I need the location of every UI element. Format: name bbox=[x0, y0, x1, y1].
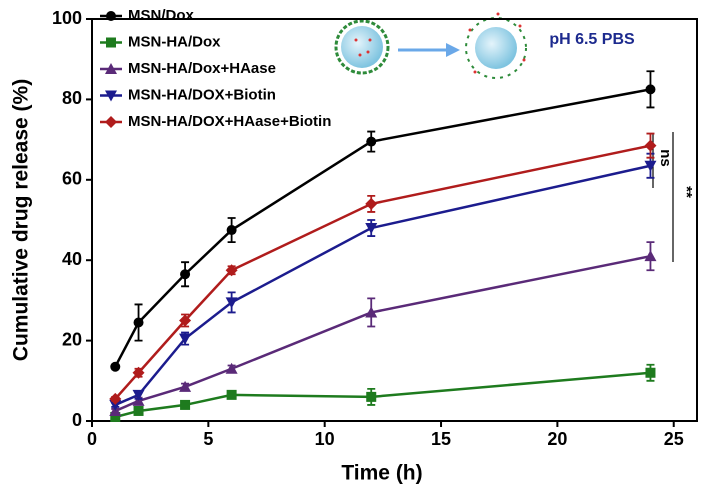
series-line bbox=[114, 371, 651, 419]
marker bbox=[226, 389, 237, 400]
y-axis-label: Cumulative drug release (%) bbox=[10, 79, 33, 361]
x-tick-label: 5 bbox=[203, 429, 213, 449]
marker bbox=[110, 411, 121, 422]
y-tick-label: 20 bbox=[62, 329, 82, 349]
marker bbox=[225, 362, 238, 374]
legend-marker bbox=[105, 90, 117, 102]
y-tick-label: 80 bbox=[62, 88, 82, 108]
y-tick-label: 0 bbox=[72, 410, 82, 430]
marker bbox=[179, 333, 192, 345]
x-tick-label: 0 bbox=[87, 429, 97, 449]
marker bbox=[180, 269, 191, 280]
marker bbox=[644, 250, 657, 262]
marker bbox=[109, 399, 122, 411]
x-tick-label: 20 bbox=[547, 429, 567, 449]
marker bbox=[644, 160, 657, 172]
marker bbox=[179, 314, 192, 327]
legend-marker bbox=[105, 63, 117, 74]
legend-marker bbox=[106, 11, 116, 21]
significance-label: ns bbox=[657, 149, 674, 167]
legend-marker bbox=[105, 116, 117, 128]
marker bbox=[644, 139, 657, 152]
significance-label: ** bbox=[678, 186, 695, 198]
marker bbox=[366, 136, 377, 147]
legend-label: MSN-HA/Dox bbox=[128, 33, 221, 50]
series-line bbox=[114, 164, 651, 407]
legend-label: MSN/Dox bbox=[128, 7, 194, 24]
legend-label: MSN-HA/Dox+HAase bbox=[128, 60, 276, 77]
y-tick-label: 40 bbox=[62, 249, 82, 269]
y-tick-label: 60 bbox=[62, 169, 82, 189]
x-tick-label: 25 bbox=[664, 429, 684, 449]
series-line bbox=[114, 254, 651, 413]
annotation: pH 6.5 PBS bbox=[549, 31, 635, 48]
marker bbox=[225, 264, 238, 277]
marker bbox=[132, 366, 145, 379]
marker bbox=[645, 84, 656, 95]
marker bbox=[226, 225, 237, 236]
marker bbox=[645, 367, 656, 378]
marker bbox=[225, 297, 238, 309]
marker bbox=[133, 405, 144, 416]
marker bbox=[365, 197, 378, 210]
plot-frame bbox=[91, 18, 698, 422]
x-tick-label: 10 bbox=[315, 429, 335, 449]
marker bbox=[365, 306, 378, 318]
marker bbox=[109, 392, 122, 405]
x-tick-label: 15 bbox=[431, 429, 451, 449]
marker bbox=[132, 389, 145, 401]
marker bbox=[366, 391, 377, 402]
marker bbox=[133, 317, 144, 328]
legend-label: MSN-HA/DOX+HAase+Biotin bbox=[128, 113, 331, 130]
marker bbox=[179, 380, 192, 392]
series-line bbox=[114, 88, 651, 368]
legend-marker bbox=[106, 37, 116, 48]
marker bbox=[365, 223, 378, 235]
marker bbox=[180, 399, 191, 410]
legend-label: MSN-HA/DOX+Biotin bbox=[128, 86, 276, 103]
y-tick-label: 100 bbox=[52, 8, 82, 28]
x-axis-label: Time (h) bbox=[341, 462, 422, 485]
illustration bbox=[334, 12, 527, 79]
marker bbox=[110, 361, 121, 372]
